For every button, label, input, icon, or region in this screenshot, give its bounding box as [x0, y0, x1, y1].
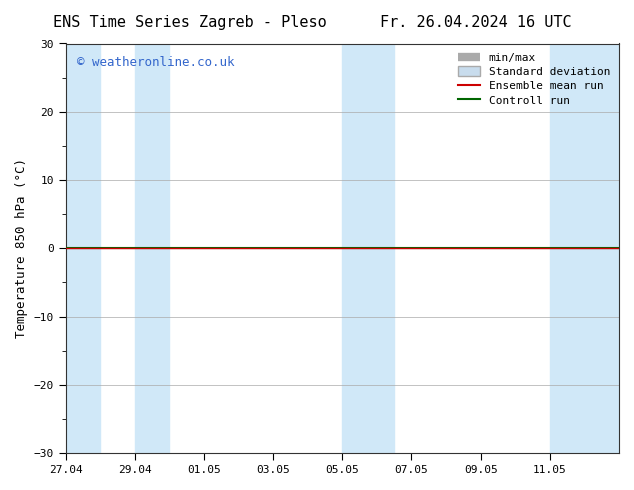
Text: Fr. 26.04.2024 16 UTC: Fr. 26.04.2024 16 UTC — [380, 15, 571, 30]
Bar — [135, 44, 169, 453]
Text: © weatheronline.co.uk: © weatheronline.co.uk — [77, 56, 234, 69]
Legend: min/max, Standard deviation, Ensemble mean run, Controll run: min/max, Standard deviation, Ensemble me… — [454, 49, 614, 109]
Bar — [342, 44, 394, 453]
Bar — [65, 44, 100, 453]
Bar — [550, 44, 619, 453]
Y-axis label: Temperature 850 hPa (°C): Temperature 850 hPa (°C) — [15, 158, 28, 339]
Text: ENS Time Series Zagreb - Pleso: ENS Time Series Zagreb - Pleso — [53, 15, 327, 30]
